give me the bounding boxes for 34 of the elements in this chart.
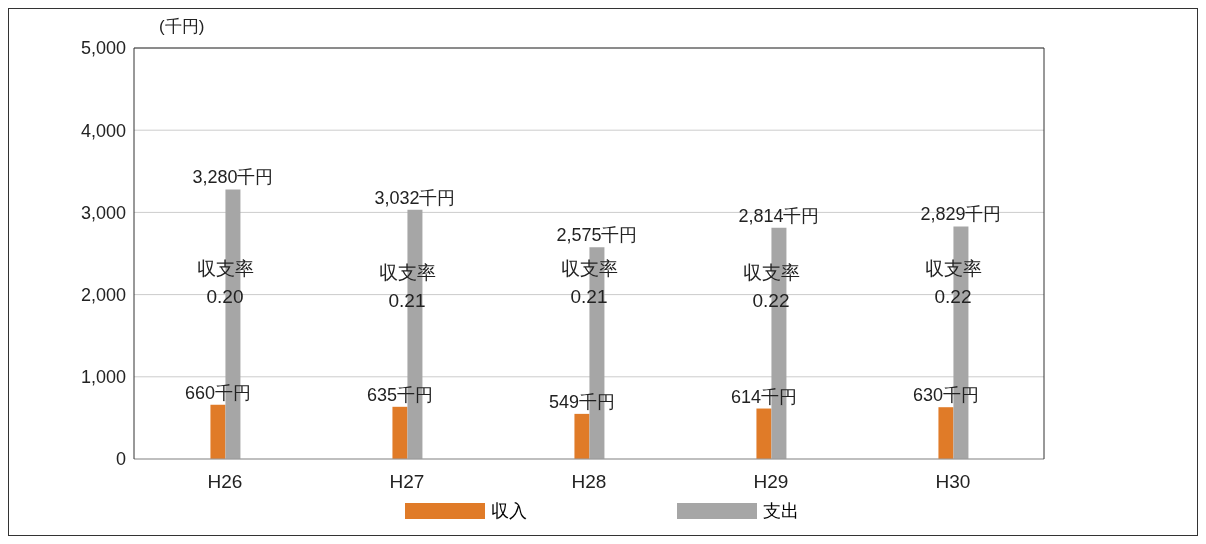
data-label: 2,575千円 bbox=[556, 225, 638, 246]
y-tick-label: 3,000 bbox=[80, 202, 126, 223]
x-tick-label: H30 bbox=[935, 471, 971, 493]
y-tick-label: 5,000 bbox=[80, 38, 126, 59]
bar bbox=[574, 413, 590, 459]
data-label: 614千円 bbox=[730, 386, 797, 407]
data-label: 660千円 bbox=[184, 382, 251, 403]
x-tick-label: H26 bbox=[207, 471, 243, 493]
y-axis-title: (千円) bbox=[159, 16, 205, 38]
x-tick-label: H28 bbox=[571, 471, 607, 493]
x-tick-label: H29 bbox=[753, 471, 789, 493]
y-tick-label: 4,000 bbox=[80, 120, 126, 141]
bar bbox=[756, 408, 772, 459]
data-label: 3,032千円 bbox=[374, 187, 456, 208]
annotation: 収支率 0.22 bbox=[924, 258, 982, 308]
annotation: 収支率 0.21 bbox=[378, 262, 436, 312]
bar bbox=[938, 407, 954, 459]
x-tick-label: H27 bbox=[389, 471, 425, 493]
data-label: 635千円 bbox=[366, 384, 433, 405]
legend-label: 収入 bbox=[491, 500, 527, 523]
annotation: 収支率 0.20 bbox=[196, 258, 254, 308]
data-label: 2,814千円 bbox=[738, 205, 820, 226]
data-label: 3,280千円 bbox=[192, 167, 274, 188]
legend-label: 支出 bbox=[763, 500, 799, 523]
annotation: 収支率 0.21 bbox=[560, 258, 618, 308]
data-label: 2,829千円 bbox=[920, 204, 1002, 225]
y-tick-label: 1,000 bbox=[80, 367, 126, 388]
data-label: 630千円 bbox=[912, 385, 979, 406]
annotation: 収支率 0.22 bbox=[742, 262, 800, 312]
bar bbox=[210, 404, 226, 459]
y-tick-label: 2,000 bbox=[80, 284, 126, 305]
bar bbox=[392, 406, 408, 459]
data-label: 549千円 bbox=[548, 391, 615, 412]
y-tick-label: 0 bbox=[115, 449, 126, 470]
